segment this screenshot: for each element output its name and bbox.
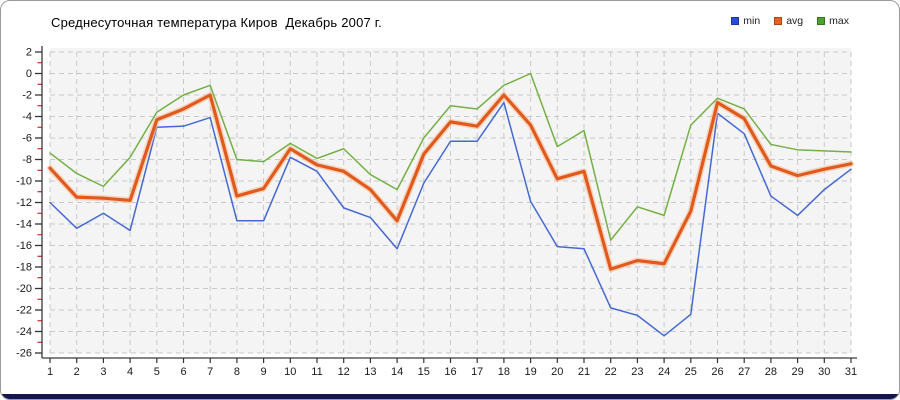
x-axis-label: 17 — [471, 366, 483, 378]
x-axis-label: 2 — [74, 366, 80, 378]
legend-label-min: min — [743, 15, 761, 27]
bottom-bar — [1, 394, 899, 399]
x-axis-label: 1 — [47, 366, 53, 378]
gridlines — [49, 51, 852, 354]
x-axis-label: 19 — [524, 366, 536, 378]
x-axis-label: 6 — [180, 366, 186, 378]
x-axis-label: 4 — [127, 366, 133, 378]
y-axis-label: -10 — [16, 176, 32, 188]
legend-label-avg: avg — [786, 15, 804, 27]
y-axis-label: -14 — [16, 219, 32, 231]
x-axis-label: 31 — [845, 366, 857, 378]
x-axis-label: 30 — [818, 366, 830, 378]
x-axis-label: 13 — [364, 366, 376, 378]
x-axis-label: 22 — [605, 366, 617, 378]
y-axis-label: -8 — [22, 154, 32, 166]
x-axis-label: 29 — [791, 366, 803, 378]
y-axis-label: -18 — [16, 262, 32, 274]
x-axis-label: 3 — [100, 366, 106, 378]
x-axis-label: 21 — [578, 366, 590, 378]
y-axis-label: -22 — [16, 305, 32, 317]
chart-title: Среднесуточная температура Киров Декабрь… — [51, 15, 382, 30]
legend-item-max: max — [817, 15, 849, 27]
y-axis-label: 0 — [26, 68, 32, 80]
x-axis-label: 28 — [765, 366, 777, 378]
legend-item-avg: avg — [774, 15, 803, 27]
x-axis-label: 8 — [234, 366, 240, 378]
x-axis-label: 26 — [711, 366, 723, 378]
x-axis-label: 20 — [551, 366, 563, 378]
x-axis-label: 12 — [338, 366, 350, 378]
x-axis-label: 16 — [444, 366, 456, 378]
x-axis-label: 23 — [631, 366, 643, 378]
x-axis-label: 15 — [418, 366, 430, 378]
x-axis-label: 24 — [658, 366, 670, 378]
x-axis-label: 7 — [207, 366, 213, 378]
y-axis-label: -16 — [16, 240, 32, 252]
avg-line — [48, 93, 853, 271]
x-axis-label: 9 — [261, 366, 267, 378]
avg-series-swatch-icon — [774, 17, 783, 25]
y-axis-label: -24 — [16, 326, 32, 338]
x-axis-label: 14 — [391, 366, 403, 378]
x-axis-label: 18 — [498, 366, 510, 378]
legend-label-max: max — [829, 15, 849, 27]
x-axis-label: 11 — [311, 366, 322, 378]
y-axis-label: 2 — [26, 47, 32, 59]
y-axis-label: -12 — [16, 197, 32, 209]
y-axis-label: -2 — [22, 90, 32, 102]
y-axis-ticks: 2 0 -2 -4 -6 -8 -10 -12 -14 -16 -18 -20 -22 -24 -26 — [16, 47, 42, 360]
chart-legend: min avg max — [731, 15, 849, 27]
x-axis-label: 25 — [685, 366, 697, 378]
max-line — [49, 72, 852, 241]
y-axis-label: -26 — [16, 348, 32, 360]
legend-item-min: min — [731, 15, 760, 27]
y-axis-label: -4 — [22, 111, 32, 123]
x-axis-ticks: 1 2 3 4 5 6 7 8 9 10 11 12 13 14 15 16 17 18 19 20 21 22 23 24 2… — [47, 358, 857, 378]
x-axis-label: 27 — [738, 366, 750, 378]
x-axis-label: 10 — [284, 366, 296, 378]
y-axis-label: -20 — [16, 283, 32, 295]
x-axis-label: 5 — [154, 366, 160, 378]
min-series-swatch-icon — [731, 17, 740, 25]
y-axis-label: -6 — [22, 133, 32, 145]
max-series-swatch-icon — [817, 17, 826, 25]
